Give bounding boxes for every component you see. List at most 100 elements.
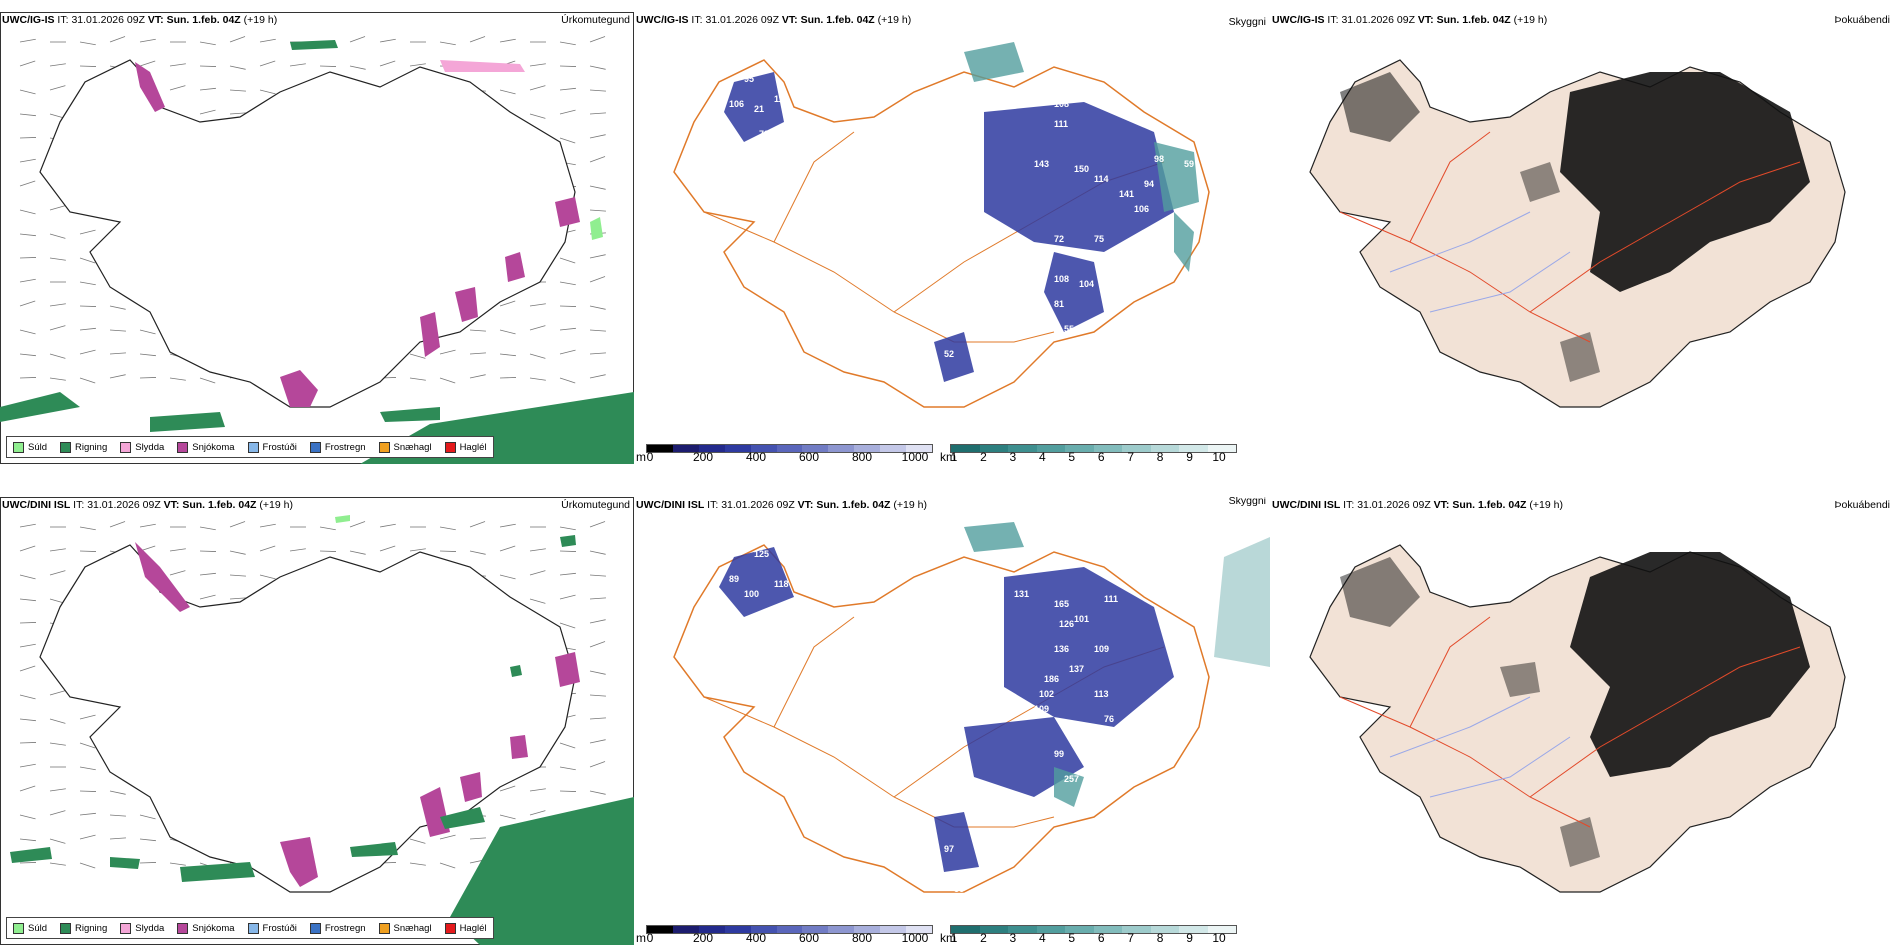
- legend-swatch: [60, 922, 72, 934]
- wind-barb: [109, 374, 126, 379]
- wind-barb: [19, 763, 36, 768]
- ceiling-value-label: 137: [1069, 664, 1084, 674]
- ceiling-value-label: 75: [1094, 234, 1104, 244]
- wind-barb: [409, 548, 426, 552]
- wind-barb: [49, 718, 66, 724]
- wind-barb: [589, 574, 606, 577]
- wind-barb: [79, 305, 97, 307]
- wind-barb: [409, 838, 426, 844]
- fog-indicator-panel-row1: UWC/IG-IS IT: 31.01.2026 09Z VT: Sun. 1.…: [1270, 12, 1900, 464]
- wind-barb: [49, 838, 66, 844]
- fog-indicator-panel-row2: UWC/DINI ISL IT: 31.01.2026 09Z VT: Sun.…: [1270, 497, 1900, 945]
- wind-barb: [589, 619, 606, 624]
- colorbar-tick: 400: [745, 931, 767, 945]
- wind-barb: [589, 134, 606, 139]
- wind-barb: [19, 353, 36, 357]
- wind-barb: [259, 60, 276, 67]
- wind-barb: [79, 790, 97, 792]
- legend-label: Snæhagl: [393, 922, 432, 934]
- precip-type-legend: Súld Rigning Slydda Snjókoma Frostúði Frostre…: [6, 917, 494, 939]
- wind-barb: [559, 377, 576, 384]
- wind-barb: [529, 303, 546, 307]
- colorbar-tick: 5: [1068, 931, 1076, 945]
- fog-map: [1309, 59, 1846, 408]
- legend-swatch: [120, 922, 132, 934]
- precip-type-legend: Súld Rigning Slydda Snjókoma Frostúði Frostre…: [6, 436, 494, 458]
- colorbar-tick: 2: [980, 450, 987, 464]
- wind-barb: [499, 523, 516, 528]
- legend-swatch: [444, 922, 456, 934]
- wind-barb: [409, 353, 426, 359]
- wind-barb: [19, 38, 36, 43]
- wind-barb: [19, 838, 36, 842]
- legend-swatch: [247, 922, 259, 934]
- colorbar-tick: 7: [1127, 450, 1134, 464]
- wind-barb: [559, 622, 576, 629]
- wind-barb: [139, 838, 156, 842]
- ceiling-value-label: 43: [964, 559, 974, 569]
- wind-barb: [109, 352, 126, 355]
- wind-barb: [79, 834, 96, 840]
- wind-barb: [19, 718, 36, 722]
- panel-title: UWC/IG-IS IT: 31.01.2026 09Z VT: Sun. 1.…: [636, 14, 912, 26]
- ceiling-value-label: 106: [729, 99, 744, 109]
- ceiling-value-label: 109: [1094, 644, 1109, 654]
- wind-barb: [139, 862, 157, 864]
- ceiling-value-label: 53: [944, 384, 954, 394]
- wind-barb: [559, 766, 576, 771]
- wind-barb: [259, 89, 276, 95]
- wind-barb: [139, 814, 156, 820]
- wind-barb: [169, 862, 186, 866]
- wind-barb: [229, 65, 246, 70]
- panel-title: UWC/IG-IS IT: 31.01.2026 09Z VT: Sun. 1.…: [1272, 14, 1548, 26]
- wind-barb: [589, 112, 606, 115]
- colorbar-tick: 4: [1038, 931, 1046, 945]
- legend-item: Súld: [13, 922, 47, 934]
- wind-barb: [379, 545, 396, 552]
- wind-barb: [199, 550, 217, 552]
- wind-barb: [529, 63, 546, 67]
- colorbar-tick: 1000: [901, 450, 929, 464]
- wind-barb: [529, 85, 546, 91]
- ceiling-value-label: 257: [1064, 774, 1079, 784]
- wind-barb: [109, 790, 126, 795]
- ceiling-value-label: 111: [1104, 594, 1118, 604]
- wind-barb: [199, 572, 216, 576]
- wind-barb: [349, 521, 366, 528]
- wind-barb: [19, 278, 36, 283]
- legend-label: Slydda: [135, 441, 165, 453]
- legend-item: Slydda: [120, 922, 164, 934]
- wind-barb: [499, 353, 516, 357]
- ceiling-value-label: 125: [754, 549, 769, 559]
- wind-barb: [559, 281, 576, 286]
- wind-barb: [589, 305, 606, 310]
- wind-barb: [589, 209, 606, 212]
- legend-item: Súld: [13, 441, 47, 453]
- wind-barb: [49, 257, 66, 261]
- legend-item: Snjókoma: [177, 922, 235, 934]
- wind-barb: [589, 276, 606, 283]
- wind-barb: [49, 353, 66, 359]
- panel-variable: Þokuábendi: [1834, 14, 1890, 26]
- ceiling-colorbar: m 0 200 400 600 800 1000: [634, 923, 934, 945]
- legend-label: Haglél: [459, 441, 487, 453]
- wind-barb: [559, 349, 576, 355]
- ceiling-value-label: 59: [1184, 159, 1194, 169]
- wind-barb: [79, 327, 96, 331]
- ceiling-value-label: 85: [974, 714, 984, 724]
- wind-barb: [589, 597, 606, 600]
- wind-barb: [259, 545, 276, 552]
- wind-barb: [49, 742, 66, 746]
- legend-label: Snæhagl: [393, 441, 432, 453]
- wind-barb: [529, 325, 546, 331]
- wind-barb: [559, 65, 577, 67]
- colorbar-tick: 800: [851, 931, 873, 945]
- legend-label: Frostúði: [262, 441, 297, 453]
- wind-barb: [559, 257, 576, 264]
- wind-barb: [19, 785, 36, 792]
- panel-variable: Skyggni: [1228, 497, 1266, 507]
- wind-barb: [19, 545, 36, 552]
- legend-swatch: [309, 922, 321, 934]
- wind-barb: [559, 572, 576, 576]
